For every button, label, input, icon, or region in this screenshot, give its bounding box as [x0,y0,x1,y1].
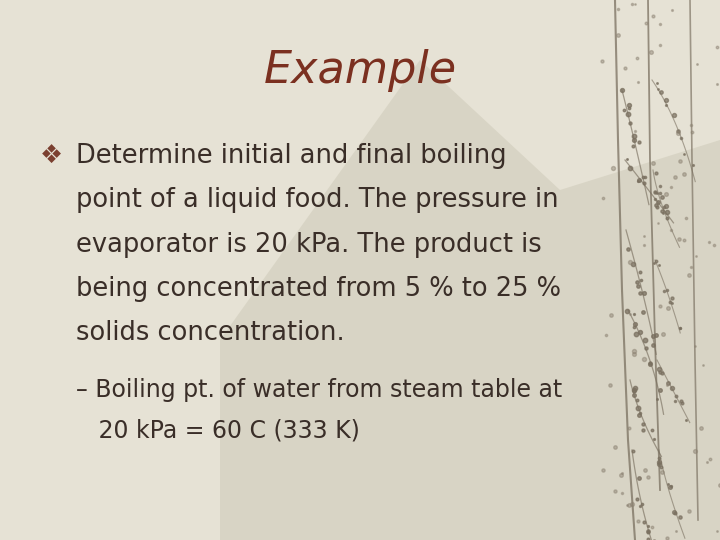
Text: solids concentration.: solids concentration. [76,320,344,346]
Text: 20 kPa = 60 C (333 K): 20 kPa = 60 C (333 K) [76,418,359,442]
Text: being concentrated from 5 % to 25 %: being concentrated from 5 % to 25 % [76,276,561,302]
Text: – Boiling pt. of water from steam table at: – Boiling pt. of water from steam table … [76,378,562,402]
Text: ❖: ❖ [40,143,63,169]
Text: point of a liquid food. The pressure in: point of a liquid food. The pressure in [76,187,558,213]
Text: evaporator is 20 kPa. The product is: evaporator is 20 kPa. The product is [76,232,541,258]
Text: Example: Example [264,49,456,92]
Text: Determine initial and final boiling: Determine initial and final boiling [76,143,506,169]
Polygon shape [220,60,720,540]
